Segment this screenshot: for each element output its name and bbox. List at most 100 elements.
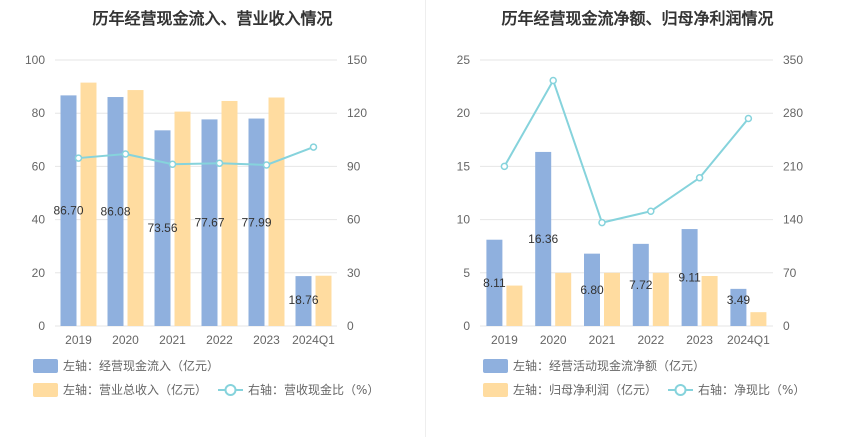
left-axis-tick-label: 0 (463, 319, 470, 333)
line-point (598, 218, 606, 227)
bar-primary (730, 288, 747, 326)
category-tick-label: 2022 (637, 333, 664, 347)
right-chart-title: 历年经营现金流净额、归母净利润情况 (501, 9, 774, 28)
left-chart-panel: 历年经营现金流入、营业收入情况 0 0 20 30 40 60 60 90 80 120 100 15… (25, 9, 379, 397)
right-axis-tick-label: 70 (783, 266, 797, 280)
bar-secondary (221, 100, 238, 327)
left-axis-tick-label: 100 (25, 53, 45, 67)
legend-label-primary[interactable]: 左轴：经营现金流入（亿元） (63, 358, 219, 373)
line-point (549, 76, 557, 85)
line-point (215, 159, 224, 167)
category-tick-label: 2020 (540, 333, 567, 347)
bar-secondary (268, 97, 285, 326)
left-axis-tick-label: 5 (463, 266, 470, 280)
right-axis-tick-label: 0 (347, 319, 354, 333)
category-tick-label: 2021 (589, 333, 616, 347)
bar-primary (486, 239, 503, 326)
bar-primary (248, 118, 265, 326)
category-tick-label: 2022 (206, 333, 233, 347)
left-axis-tick-label: 20 (32, 266, 46, 280)
bar-secondary (80, 82, 97, 326)
legend-label-primary[interactable]: 左轴：经营活动现金流净额（亿元） (513, 358, 705, 373)
left-axis-tick-label: 15 (457, 159, 471, 173)
legend-swatch-primary[interactable] (483, 359, 508, 373)
left-axis-tick-label: 80 (32, 106, 46, 120)
right-axis-tick-label: 30 (347, 266, 361, 280)
line-series (503, 78, 750, 224)
line-point (74, 154, 83, 162)
line-point (647, 207, 655, 215)
line-point (262, 161, 271, 169)
legend-label-secondary[interactable]: 左轴：归母净利润（亿元） (513, 382, 657, 397)
bar-secondary (315, 275, 332, 326)
line-point (744, 114, 753, 123)
right-axis-tick-label: 210 (783, 159, 803, 173)
bar-data-label: 9.11 (678, 271, 701, 285)
right-axis-tick-label: 120 (347, 106, 367, 120)
left-axis-tick-label: 40 (32, 213, 46, 227)
left-axis-tick-label: 60 (32, 159, 46, 173)
line-point (309, 143, 318, 151)
panel-divider (425, 0, 426, 437)
bar-secondary (701, 275, 718, 326)
line-series (78, 146, 314, 166)
bar-data-label: 77.99 (241, 215, 271, 229)
category-tick-label: 2024Q1 (727, 333, 770, 347)
category-tick-label: 2023 (253, 333, 280, 347)
bar-secondary (652, 272, 669, 326)
line-point (168, 160, 177, 169)
bar-primary (295, 276, 312, 326)
right-axis-tick-label: 0 (783, 319, 790, 333)
category-tick-label: 2023 (686, 333, 713, 347)
bar-primary (60, 95, 77, 327)
bar-data-label: 8.11 (483, 276, 506, 290)
right-axis-tick-label: 150 (347, 53, 367, 67)
legend-label-line[interactable]: 右轴：营收现金比（%） (248, 382, 379, 397)
left-chart: 0 0 20 30 40 60 60 90 80 120 100 150 2019 2020 2021 202… (25, 53, 379, 397)
legend-label-line[interactable]: 右轴：净现比（%） (698, 382, 805, 397)
bar-primary (632, 243, 649, 326)
bar-secondary (604, 272, 620, 326)
category-tick-label: 2021 (159, 333, 186, 347)
left-chart-title: 历年经营现金流入、营业收入情况 (92, 9, 333, 28)
bar-data-label: 86.08 (100, 205, 130, 219)
right-axis-tick-label: 90 (347, 159, 361, 173)
legend-swatch-line-marker (674, 384, 687, 396)
legend-swatch-primary[interactable] (33, 359, 58, 373)
bar-secondary (174, 111, 191, 326)
bar-secondary (127, 90, 144, 326)
bar-data-label: 7.72 (629, 278, 653, 292)
line-point (500, 162, 509, 171)
left-axis-tick-label: 25 (457, 53, 471, 67)
legend-label-secondary[interactable]: 左轴：营业总收入（亿元） (63, 382, 207, 397)
line-point (121, 150, 130, 158)
bar-data-label: 16.36 (528, 232, 558, 246)
left-axis-tick-label: 0 (38, 319, 45, 333)
category-tick-label: 2020 (112, 333, 139, 347)
left-axis-tick-label: 10 (457, 213, 471, 227)
line-point (695, 174, 704, 182)
bar-data-label: 86.70 (53, 204, 83, 218)
bar-data-label: 6.80 (580, 283, 604, 297)
category-tick-label: 2019 (491, 333, 518, 347)
bar-data-label: 18.76 (288, 293, 318, 307)
right-chart-panel: 历年经营现金流净额、归母净利润情况 0 0 5 70 10 140 15 210 20 280 25… (425, 0, 850, 437)
right-axis-tick-label: 60 (347, 213, 361, 227)
right-axis-tick-label: 350 (783, 53, 803, 67)
legend-swatch-secondary[interactable] (33, 383, 58, 397)
legend-swatch-secondary[interactable] (483, 383, 508, 397)
bar-primary (154, 130, 171, 326)
right-axis-tick-label: 140 (783, 213, 803, 227)
bar-data-label: 73.56 (147, 221, 177, 235)
right-axis-tick-label: 280 (783, 106, 803, 120)
bar-primary (681, 229, 698, 326)
bar-data-label: 77.67 (194, 216, 224, 230)
bar-data-label: 3.49 (727, 293, 751, 307)
bar-primary (535, 151, 552, 326)
bar-secondary (506, 285, 523, 326)
left-axis-tick-label: 20 (457, 106, 471, 120)
bar-primary (201, 119, 218, 326)
legend-swatch-line-marker (224, 384, 237, 396)
category-tick-label: 2019 (65, 333, 92, 347)
right-chart: 0 0 5 70 10 140 15 210 20 280 25 350 2019 2020 2021 202… (457, 53, 805, 397)
